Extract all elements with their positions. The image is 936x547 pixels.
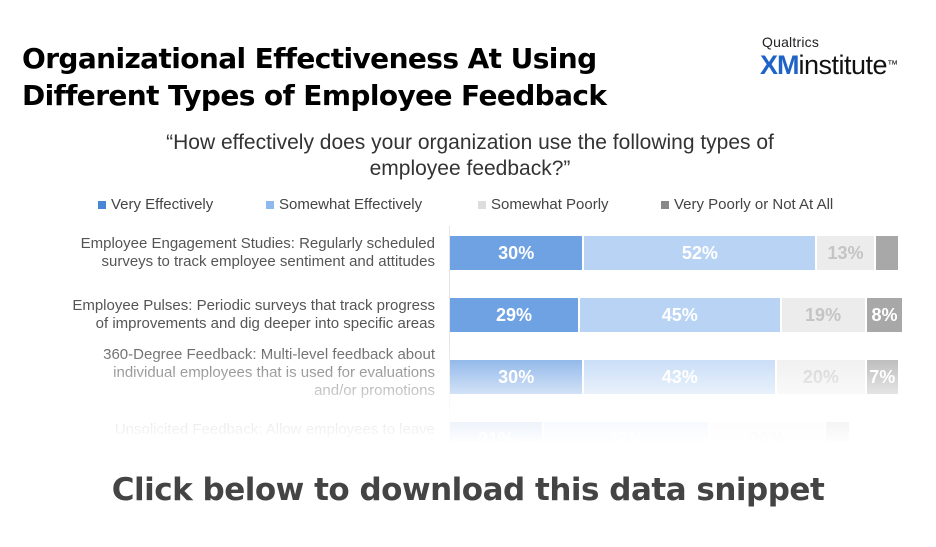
bar-data-label: 30% (498, 242, 535, 263)
category-label-line: individual employees that is used for ev… (113, 364, 435, 381)
chart-axis-line (449, 226, 450, 451)
category-label: Unsolicited Feedback: Allow employees to… (30, 421, 435, 457)
bar-data-label: 52% (681, 242, 718, 263)
bar-data-label: 13% (827, 242, 864, 263)
bar-segment (826, 422, 849, 456)
bar-row: 30% 43% 20% 7% (450, 360, 898, 394)
bar-segment: 43% (584, 360, 778, 394)
legend-item-4: Very Poorly or Not At All (661, 196, 833, 213)
logo-trademark: ™ (887, 59, 899, 71)
bar-data-label: 30% (498, 366, 535, 387)
category-label-line: feedback in an ongoing manner on one or … (65, 439, 435, 456)
category-label: Employee Pulses: Periodic surveys that t… (30, 297, 435, 333)
bar-data-label: 43% (661, 366, 698, 387)
bar-row: 29% 45% 19% 8% (450, 298, 903, 332)
chart-title-line-1: Organizational Effectiveness At Using (22, 42, 597, 75)
logo-wordmark: XMinstitute™ (760, 50, 930, 80)
category-label: 360-Degree Feedback: Multi-level feedbac… (30, 346, 435, 400)
bar-segment: 7% (866, 360, 898, 394)
legend-item-3: Somewhat Poorly (478, 196, 609, 213)
category-label-line: 360-Degree Feedback: Multi-level feedbac… (103, 346, 435, 363)
bar-segment: 45% (579, 298, 782, 332)
category-label-line: Unsolicited Feedback: Allow employees to… (114, 421, 435, 438)
bar-data-label: 20% (802, 366, 839, 387)
category-label-line: Employee Pulses: Periodic surveys that t… (72, 297, 435, 314)
bar-segment (875, 236, 898, 270)
legend-label: Somewhat Poorly (491, 196, 609, 213)
bar-row: 21% 37% 26% (450, 422, 898, 456)
category-label-line: and/or promotions (314, 382, 435, 399)
legend-label: Very Effectively (111, 196, 214, 213)
chart-title-line-2: Different Types of Employee Feedback (22, 79, 607, 112)
legend-swatch (98, 200, 106, 209)
chart-title: Organizational Effectiveness At Using Di… (22, 40, 662, 114)
legend-swatch (661, 200, 669, 209)
bar-data-label: 8% (871, 304, 898, 325)
download-cta-link[interactable]: Click below to download this data snippe… (111, 472, 825, 508)
logo-brand: Qualtrics (762, 34, 820, 50)
bar-row: 30% 52% 13% (450, 236, 898, 270)
logo-institute: institute (798, 50, 888, 80)
bar-data-label: 26% (749, 428, 786, 449)
logo-xm: XM (760, 50, 799, 80)
bar-data-label: 37% (607, 428, 644, 449)
category-label: Employee Engagement Studies: Regularly s… (30, 235, 435, 271)
bar-data-label: 19% (805, 304, 842, 325)
legend-swatch (478, 200, 486, 209)
legend-item-2: Somewhat Effectively (266, 196, 422, 213)
bar-segment: 8% (866, 298, 903, 332)
bar-segment: 29% (450, 298, 580, 332)
category-label-line: surveys to track employee sentiment and … (101, 253, 435, 270)
bar-segment: 37% (544, 422, 710, 456)
bar-data-label: 29% (495, 304, 532, 325)
bar-data-label: 45% (661, 304, 698, 325)
bar-data-label: 7% (869, 366, 896, 387)
bar-segment: 13% (817, 236, 876, 270)
legend-item-1: Very Effectively (98, 196, 213, 213)
bar-segment: 20% (777, 360, 867, 394)
legend-label: Very Poorly or Not At All (674, 196, 834, 213)
bar-segment: 26% (709, 422, 827, 456)
legend-swatch (266, 200, 274, 209)
qualtrics-xm-institute-logo: Qualtrics XMinstitute™ (760, 34, 930, 80)
bar-data-label: 21% (478, 428, 515, 449)
bar-segment: 19% (781, 298, 867, 332)
legend-label: Somewhat Effectively (279, 196, 423, 213)
bar-segment: 52% (584, 236, 818, 270)
category-label-line: of improvements and dig deeper into spec… (95, 315, 435, 332)
category-label-line: Employee Engagement Studies: Regularly s… (80, 235, 435, 252)
bar-segment: 30% (450, 236, 585, 270)
survey-question: “How effectively does your organization … (166, 131, 774, 180)
bar-segment: 21% (450, 422, 545, 456)
bar-segment: 30% (450, 360, 585, 394)
